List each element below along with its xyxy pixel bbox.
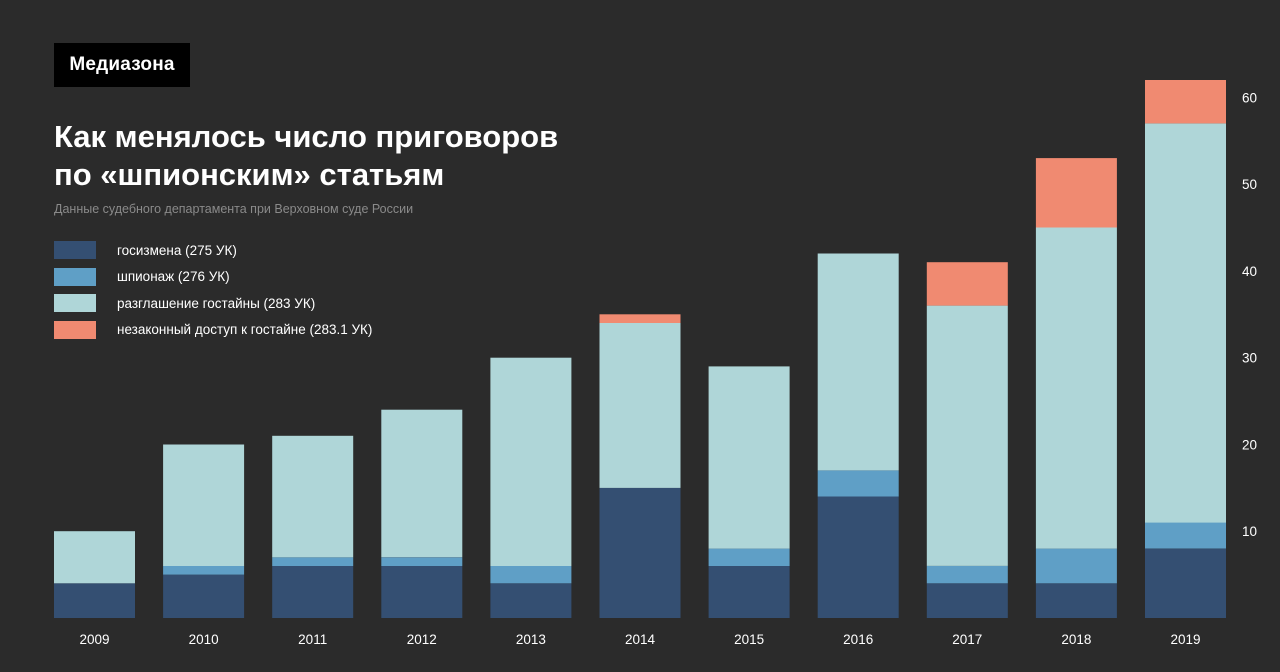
y-tick-label: 30 (1242, 351, 1257, 366)
bar-segment-2012-s2 (381, 409, 463, 558)
legend-label: шпионаж (276 УК) (117, 269, 230, 284)
legend-label: незаконный доступ к гостайне (283.1 УК) (117, 322, 373, 337)
bar-segment-2012-s0 (381, 565, 463, 618)
legend-swatch (54, 320, 96, 339)
x-tick-label: 2018 (1061, 632, 1091, 647)
x-tick-label: 2014 (625, 632, 656, 647)
bar-segment-2012-s1 (381, 557, 463, 566)
bar-segment-2017-s1 (926, 565, 1008, 584)
chart-title: Как менялось число приговоров по «шпионс… (54, 118, 654, 194)
bar-segment-2016-s0 (817, 496, 899, 618)
y-tick-label: 60 (1242, 90, 1257, 105)
x-tick-label: 2016 (843, 632, 873, 647)
bar-segment-2011-s1 (272, 557, 354, 566)
bar-segment-2011-s2 (272, 435, 354, 558)
legend: госизмена (275 УК) шпионаж (276 УК) разг… (54, 241, 372, 347)
legend-swatch (54, 241, 96, 259)
bar-segment-2015-s0 (708, 565, 790, 618)
bar-segment-2014-s0 (599, 487, 681, 618)
chart-subtitle: Данные судебного департамента при Верхов… (54, 202, 414, 216)
legend-label: разглашение гостайны (283 УК) (117, 295, 316, 311)
legend-item: незаконный доступ к гостайне (283.1 УК) (54, 320, 373, 339)
bar-segment-2010-s2 (163, 444, 245, 566)
x-tick-label: 2011 (298, 632, 327, 647)
x-tick-label: 2012 (407, 632, 437, 647)
bar-segment-2019-s0 (1145, 548, 1226, 618)
bar-segment-2011-s0 (272, 565, 354, 618)
bar-segment-2010-s1 (163, 565, 245, 575)
bar-segment-2017-s0 (926, 583, 1008, 618)
y-tick-label: 20 (1242, 438, 1257, 453)
y-tick-label: 50 (1242, 177, 1257, 192)
x-tick-label: 2013 (516, 632, 546, 647)
bar-segment-2016-s1 (817, 470, 899, 497)
bar-segment-2014-s2 (599, 323, 681, 488)
legend-swatch (54, 294, 96, 312)
bar-segment-2018-s1 (1035, 548, 1117, 584)
bar-segment-2019-s2 (1145, 123, 1226, 523)
bar-segment-2018-s3 (1035, 158, 1117, 228)
bar-segment-2013-s1 (490, 565, 572, 584)
x-tick-label: 2017 (952, 632, 982, 647)
bar-segment-2010-s0 (163, 574, 245, 618)
bar-segment-2009-s0 (54, 583, 135, 618)
bar-segment-2015-s2 (708, 366, 790, 549)
bar-segment-2017-s2 (926, 305, 1008, 566)
bar-segment-2014-s3 (599, 314, 681, 323)
legend-swatch (54, 267, 96, 286)
bar-segment-2019-s3 (1145, 80, 1226, 124)
bar-segment-2016-s2 (817, 253, 899, 471)
bar-segment-2013-s0 (490, 583, 572, 618)
legend-item: шпионаж (276 УК) (54, 267, 372, 286)
y-tick-label: 40 (1242, 264, 1257, 279)
title-line-1: Как менялось число приговоров (54, 119, 559, 154)
title-line-2: по «шпионским» статьям (54, 157, 445, 192)
y-tick-label: 10 (1242, 524, 1257, 539)
x-tick-label: 2009 (79, 632, 109, 647)
x-tick-label: 2019 (1170, 632, 1200, 647)
legend-label: госизмена (275 УК) (117, 242, 237, 258)
legend-item: госизмена (275 УК) (54, 241, 372, 259)
x-tick-label: 2010 (189, 632, 219, 647)
legend-item: разглашение гостайны (283 УК) (54, 294, 372, 312)
bar-segment-2017-s3 (926, 262, 1008, 306)
bar-segment-2015-s1 (708, 548, 790, 566)
bar-segment-2009-s2 (54, 531, 135, 584)
x-tick-label: 2015 (734, 632, 764, 647)
bar-segment-2019-s1 (1145, 522, 1226, 549)
logo: Медиазона (54, 43, 190, 87)
bar-segment-2018-s2 (1035, 227, 1117, 549)
bar-segment-2013-s2 (490, 357, 572, 566)
bar-segment-2018-s0 (1035, 583, 1117, 618)
